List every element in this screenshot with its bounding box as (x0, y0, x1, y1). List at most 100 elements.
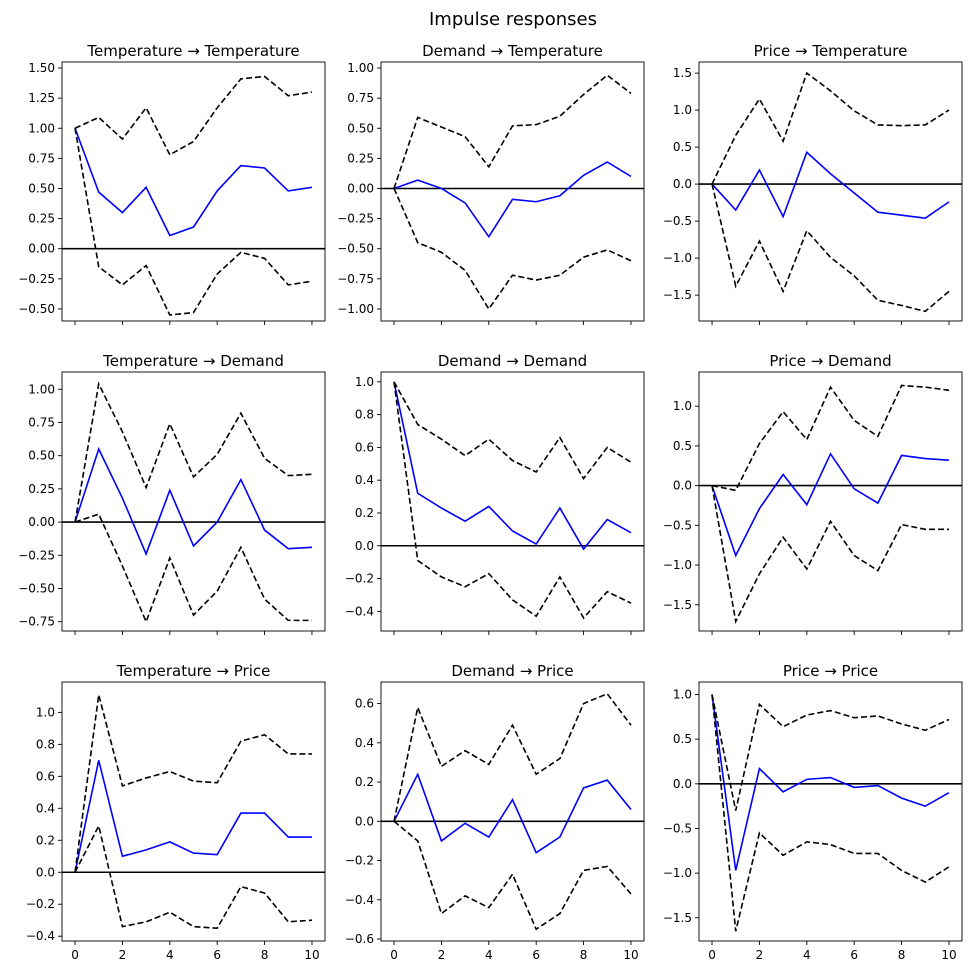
lower-band-line (74, 823, 313, 930)
upper-band-line (711, 71, 950, 185)
axes-frame (698, 371, 963, 632)
axes-frame (61, 61, 326, 322)
y-tick-label: −0.50 (18, 581, 55, 595)
response-line (74, 127, 313, 237)
y-tick-label: 0.6 (355, 440, 374, 454)
upper-band-line (393, 381, 632, 480)
upper-band-line (74, 75, 313, 156)
y-tick-label: −0.75 (18, 615, 55, 629)
x-tick-label: 6 (850, 948, 858, 962)
y-tick-label: −1.5 (663, 288, 692, 302)
y-tick-label: 0.2 (355, 775, 374, 789)
axes-frame (698, 681, 963, 942)
x-tick-label: 4 (485, 948, 493, 962)
y-tick-label: −0.5 (663, 518, 692, 532)
axes-frame (380, 681, 645, 942)
panel-title: Temperature → Temperature (86, 42, 299, 60)
plot-area (381, 74, 644, 311)
y-tick-label: 1.50 (28, 61, 55, 75)
y-tick-label: 0.25 (28, 212, 55, 226)
y-tick-label: 0.75 (28, 415, 55, 429)
lower-band-line (393, 188, 632, 311)
x-tick-label: 10 (304, 948, 319, 962)
x-tick-label: 2 (438, 948, 446, 962)
upper-band-line (711, 384, 950, 492)
response-line (393, 381, 632, 551)
panel-5: Demand → Demand −0.4 −0.2 0.0 0.2 0.4 0.6 0.8 1.… (345, 352, 645, 635)
response-line (711, 694, 950, 871)
y-tick-label: 1.00 (28, 121, 55, 135)
x-tick-label: 0 (71, 948, 79, 962)
response-line (711, 452, 950, 558)
plot-area (699, 694, 962, 932)
plot-area (381, 381, 644, 620)
x-tick-label: 8 (898, 948, 906, 962)
x-tick-label: 4 (166, 948, 174, 962)
upper-band-line (74, 694, 312, 873)
y-tick-label: −0.5 (663, 214, 692, 228)
y-tick-label: 0.25 (28, 482, 55, 496)
x-tick-label: 10 (941, 948, 956, 962)
response-line (74, 760, 312, 873)
upper-band-line (393, 74, 632, 189)
panel-9: Price → Price −1.5 −1.0 −0.5 0.0 0.5 1.0 0 2 4 6 8 1… (663, 662, 963, 962)
y-tick-label: −0.2 (26, 897, 55, 911)
plot-area (62, 381, 325, 624)
x-tick-label: 0 (390, 948, 398, 962)
y-tick-label: 0.75 (347, 91, 374, 105)
upper-band-line (74, 381, 313, 523)
x-tick-label: 2 (756, 948, 764, 962)
response-line (393, 772, 632, 854)
y-tick-label: −0.50 (337, 242, 374, 256)
panel-title: Temperature → Price (116, 662, 271, 680)
lower-band-line (393, 381, 632, 620)
y-tick-label: −0.25 (18, 272, 55, 286)
panel-2: Demand → Temperature −1.00 −0.75 −0.50 −0.25… (337, 42, 645, 325)
y-tick-label: 0.4 (355, 736, 374, 750)
y-tick-label: −0.4 (345, 893, 374, 907)
x-tick-label: 6 (532, 948, 540, 962)
y-tick-label: 0.0 (355, 814, 374, 828)
lower-band-line (74, 128, 313, 316)
figure-title: Impulse responses (429, 9, 597, 30)
upper-band-line (711, 694, 950, 811)
x-tick-label: 2 (119, 948, 127, 962)
x-tick-label: 0 (708, 948, 716, 962)
y-tick-label: 0.5 (673, 439, 692, 453)
y-tick-label: −0.75 (337, 272, 374, 286)
y-tick-label: 0.50 (347, 121, 374, 135)
x-tick-label: 10 (623, 948, 638, 962)
y-tick-label: 0.0 (673, 777, 692, 791)
upper-band-line (393, 692, 632, 822)
axes-frame (61, 371, 326, 632)
y-tick-label: 0.75 (28, 151, 55, 165)
y-tick-label: −1.0 (663, 558, 692, 572)
panel-title: Price → Price (783, 662, 878, 680)
y-tick-label: 1.00 (347, 61, 374, 75)
x-tick-label: 8 (580, 948, 588, 962)
y-tick-label: 0.2 (36, 833, 55, 847)
y-tick-label: 1.25 (28, 91, 55, 105)
plot-area (699, 71, 962, 313)
y-tick-label: 0.5 (673, 732, 692, 746)
y-tick-label: 1.0 (673, 399, 692, 413)
lower-band-line (711, 694, 950, 932)
lower-band-line (711, 485, 949, 625)
y-tick-label: 0.6 (36, 769, 55, 783)
y-tick-label: 0.8 (36, 737, 55, 751)
y-tick-label: 0.25 (347, 151, 374, 165)
axes-frame (698, 61, 963, 322)
panel-7: Temperature → Price −0.4 −0.2 0.0 0.2 0.4 0.6 0… (26, 662, 326, 962)
lower-band-line (393, 820, 632, 931)
panel-title: Temperature → Demand (102, 352, 284, 370)
y-tick-label: 0.4 (355, 473, 374, 487)
plot-area (62, 694, 325, 930)
axes-frame (380, 371, 645, 632)
y-tick-label: −0.6 (345, 932, 374, 946)
y-tick-label: 0.0 (673, 479, 692, 493)
y-tick-label: 0.00 (28, 242, 55, 256)
panel-3: Price → Temperature −1.5 −1.0 −0.5 0.0 0.5 1.0… (663, 42, 963, 325)
panel-6: Price → Demand −1.5 −1.0 −0.5 0.0 0.5 1.0 (663, 352, 963, 635)
y-tick-label: −0.4 (26, 929, 55, 943)
